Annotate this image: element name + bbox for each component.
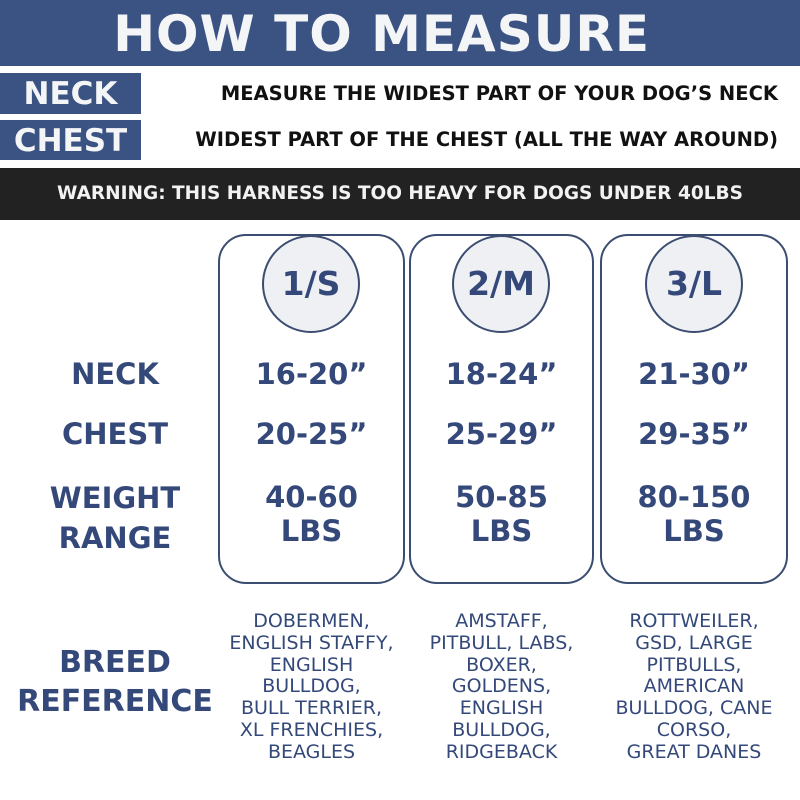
breed-line: GSD, LARGE (635, 631, 753, 654)
breed-line: GREAT DANES (626, 740, 762, 763)
breed-list: DOBERMEN, ENGLISH STAFFY, ENGLISH BULLDOG, B… (203, 610, 420, 764)
weight-value: 40-60 (265, 480, 358, 514)
chest-value: 29-35” (638, 417, 750, 451)
warning-banner: WARNING: THIS HARNESS IS TOO HEAVY FOR D… (0, 168, 800, 220)
breed-line: RIDGEBACK (445, 740, 558, 763)
breed-line: BEAGLES (267, 740, 356, 763)
neck-description: MEASURE THE WIDEST PART OF YOUR DOG’S NE… (220, 82, 778, 105)
breed-line: CORSO, (656, 718, 732, 741)
breed-line: GOLDENS, (451, 675, 552, 698)
breed-list: ROTTWEILER, GSD, LARGE PITBULLS, AMERICAN BU… (585, 610, 800, 764)
breed-line: BOXER, (466, 653, 537, 676)
neck-value: 18-24” (445, 357, 558, 391)
chest-value: 20-25” (255, 417, 368, 451)
breed-list: AMSTAFF, PITBULL, LABS, BOXER, GOLDENS, ENGL… (394, 610, 609, 764)
size-badge: 3/L (645, 235, 743, 333)
breed-line: XL FRENCHIES, (239, 718, 384, 741)
breed-line: BULLDOG, CANE (615, 697, 773, 720)
row-label-reference: REFERENCE (17, 684, 213, 719)
breed-line: BULLDOG, (262, 675, 361, 698)
breed-line: PITBULL, LABS, (429, 631, 574, 654)
size-badge: 1/S (262, 235, 360, 333)
row-label-breed: BREED (59, 645, 171, 680)
neck-value: 21-30” (638, 357, 750, 391)
size-badge: 2/M (452, 235, 550, 333)
chest-value: 25-29” (445, 417, 558, 451)
breed-line: ENGLISH STAFFY, (229, 631, 394, 654)
row-label-neck: NECK (71, 357, 159, 391)
breed-line: BULL TERRIER, (240, 697, 382, 720)
chest-label-box: CHEST (0, 120, 141, 160)
page-title: HOW TO MEASURE (113, 5, 650, 63)
weight-value: 80-150 (637, 480, 751, 514)
breed-line: DOBERMEN, (253, 610, 370, 632)
weight-unit: LBS (663, 514, 725, 548)
neck-label-box: NECK (0, 73, 141, 114)
row-label-chest: CHEST (61, 417, 169, 451)
breed-line: AMERICAN (643, 675, 745, 698)
breed-line: ROTTWEILER, (629, 610, 759, 632)
chest-description: WIDEST PART OF THE CHEST (ALL THE WAY AR… (195, 128, 778, 151)
row-label-weight: WEIGHT (49, 481, 181, 515)
breed-line: BULLDOG, (452, 718, 551, 741)
breed-line: ENGLISH (269, 653, 354, 676)
breed-line: ENGLISH (459, 697, 544, 720)
weight-unit: LBS (280, 514, 343, 548)
weight-value: 50-85 (455, 480, 548, 514)
row-label-range: RANGE (58, 521, 172, 555)
breed-line: PITBULLS, (646, 653, 742, 676)
neck-value: 16-20” (255, 357, 368, 391)
weight-unit: LBS (470, 514, 533, 548)
breed-line: AMSTAFF, (455, 610, 548, 632)
header-band (0, 0, 800, 66)
